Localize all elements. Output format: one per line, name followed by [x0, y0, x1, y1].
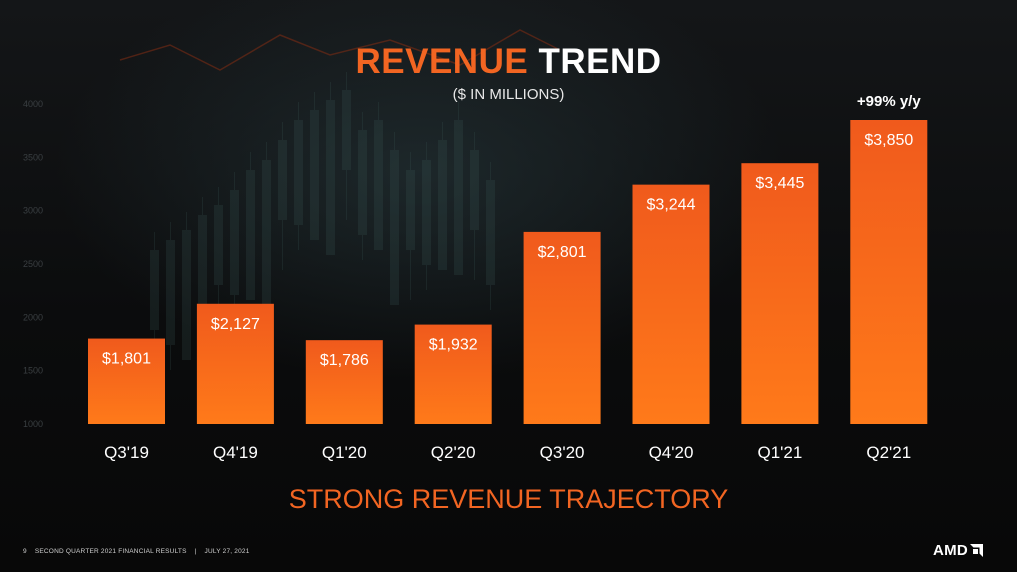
y-tick-label-4: 3000 [23, 206, 43, 216]
bar-value-label-4: $2,801 [538, 244, 587, 261]
footer-date: JULY 27, 2021 [204, 548, 250, 555]
amd-arrow-icon [970, 544, 984, 557]
y-tick-label-1: 1500 [23, 366, 43, 376]
bar-4 [523, 231, 601, 424]
x-category-label-5: Q4'20 [649, 443, 694, 462]
bar-7 [850, 120, 928, 424]
y-tick-label-6: 4000 [23, 99, 43, 109]
title-rest: TREND [538, 42, 662, 81]
growth-annotation: +99% y/y [857, 93, 921, 110]
bar-value-label-2: $1,786 [320, 352, 369, 369]
bar-5 [632, 184, 710, 424]
footer-report-title: SECOND QUARTER 2021 FINANCIAL RESULTS [34, 548, 187, 555]
bar-6 [741, 163, 819, 424]
y-tick-label-0: 1000 [23, 419, 43, 429]
y-tick-label-5: 3500 [23, 152, 43, 162]
bar-value-label-7: $3,850 [864, 132, 913, 149]
bar-1 [196, 303, 274, 424]
x-category-label-4: Q3'20 [540, 443, 585, 462]
bar-value-label-0: $1,801 [102, 351, 151, 368]
x-category-label-3: Q2'20 [431, 443, 476, 462]
footer: 9 SECOND QUARTER 2021 FINANCIAL RESULTS … [23, 548, 256, 555]
title-accent: REVENUE [355, 42, 529, 81]
tagline: STRONG REVENUE TRAJECTORY [288, 484, 729, 514]
x-category-label-0: Q3'19 [104, 443, 149, 462]
amd-logo: AMD [933, 542, 984, 559]
bar-value-label-3: $1,932 [429, 337, 478, 354]
bar-2 [305, 340, 383, 424]
y-tick-label-3: 2500 [23, 259, 43, 269]
x-category-label-2: Q1'20 [322, 443, 367, 462]
x-category-label-1: Q4'19 [213, 443, 258, 462]
x-category-label-6: Q1'21 [757, 443, 802, 462]
page-subtitle: ($ IN MILLIONS) [452, 86, 565, 103]
x-category-label-7: Q2'21 [866, 443, 911, 462]
bar-0 [88, 338, 165, 424]
logo-text: AMD [933, 542, 969, 559]
footer-separator: | [194, 548, 197, 555]
bar-value-label-1: $2,127 [211, 316, 260, 333]
y-tick-label-2: 2000 [23, 312, 43, 322]
bar-value-label-6: $3,445 [755, 175, 804, 192]
revenue-bar-chart: 1000 1500 2000 2500 3000 3500 4000 $1,801 Q3'19 $… [23, 93, 928, 462]
bar-3 [414, 324, 492, 424]
bar-value-label-5: $3,244 [647, 197, 696, 214]
footer-page-number: 9 [23, 548, 27, 555]
page-title: REVENUE TREND [0, 42, 1017, 82]
